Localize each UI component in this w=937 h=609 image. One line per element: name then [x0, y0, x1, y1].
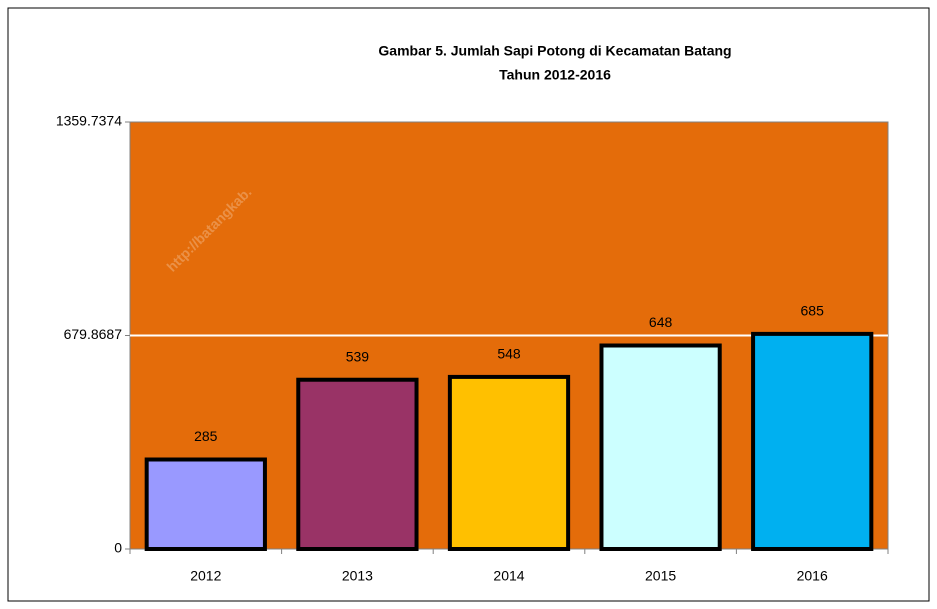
- data-label: 548: [497, 346, 521, 362]
- x-tick-label: 2015: [645, 568, 676, 584]
- chart-title: Gambar 5. Jumlah Sapi Potong di Kecamata…: [378, 43, 731, 59]
- chart-title: Tahun 2012-2016: [499, 67, 611, 83]
- y-tick-label: 679.8687: [64, 326, 123, 342]
- y-tick-label: 0: [114, 540, 122, 556]
- bar: [447, 374, 571, 551]
- bar: [751, 331, 874, 551]
- bar: [599, 343, 722, 552]
- data-label: 648: [649, 314, 673, 330]
- x-tick-label: 2012: [190, 568, 221, 584]
- y-tick-label: 1359.7374: [56, 113, 122, 129]
- data-label: 539: [346, 348, 370, 364]
- bar: [144, 457, 267, 551]
- data-label: 685: [801, 303, 825, 319]
- data-label: 285: [194, 428, 218, 444]
- x-tick-label: 2014: [493, 568, 524, 584]
- x-tick-label: 2016: [797, 568, 828, 584]
- x-tick-label: 2013: [342, 568, 373, 584]
- bar: [296, 377, 419, 552]
